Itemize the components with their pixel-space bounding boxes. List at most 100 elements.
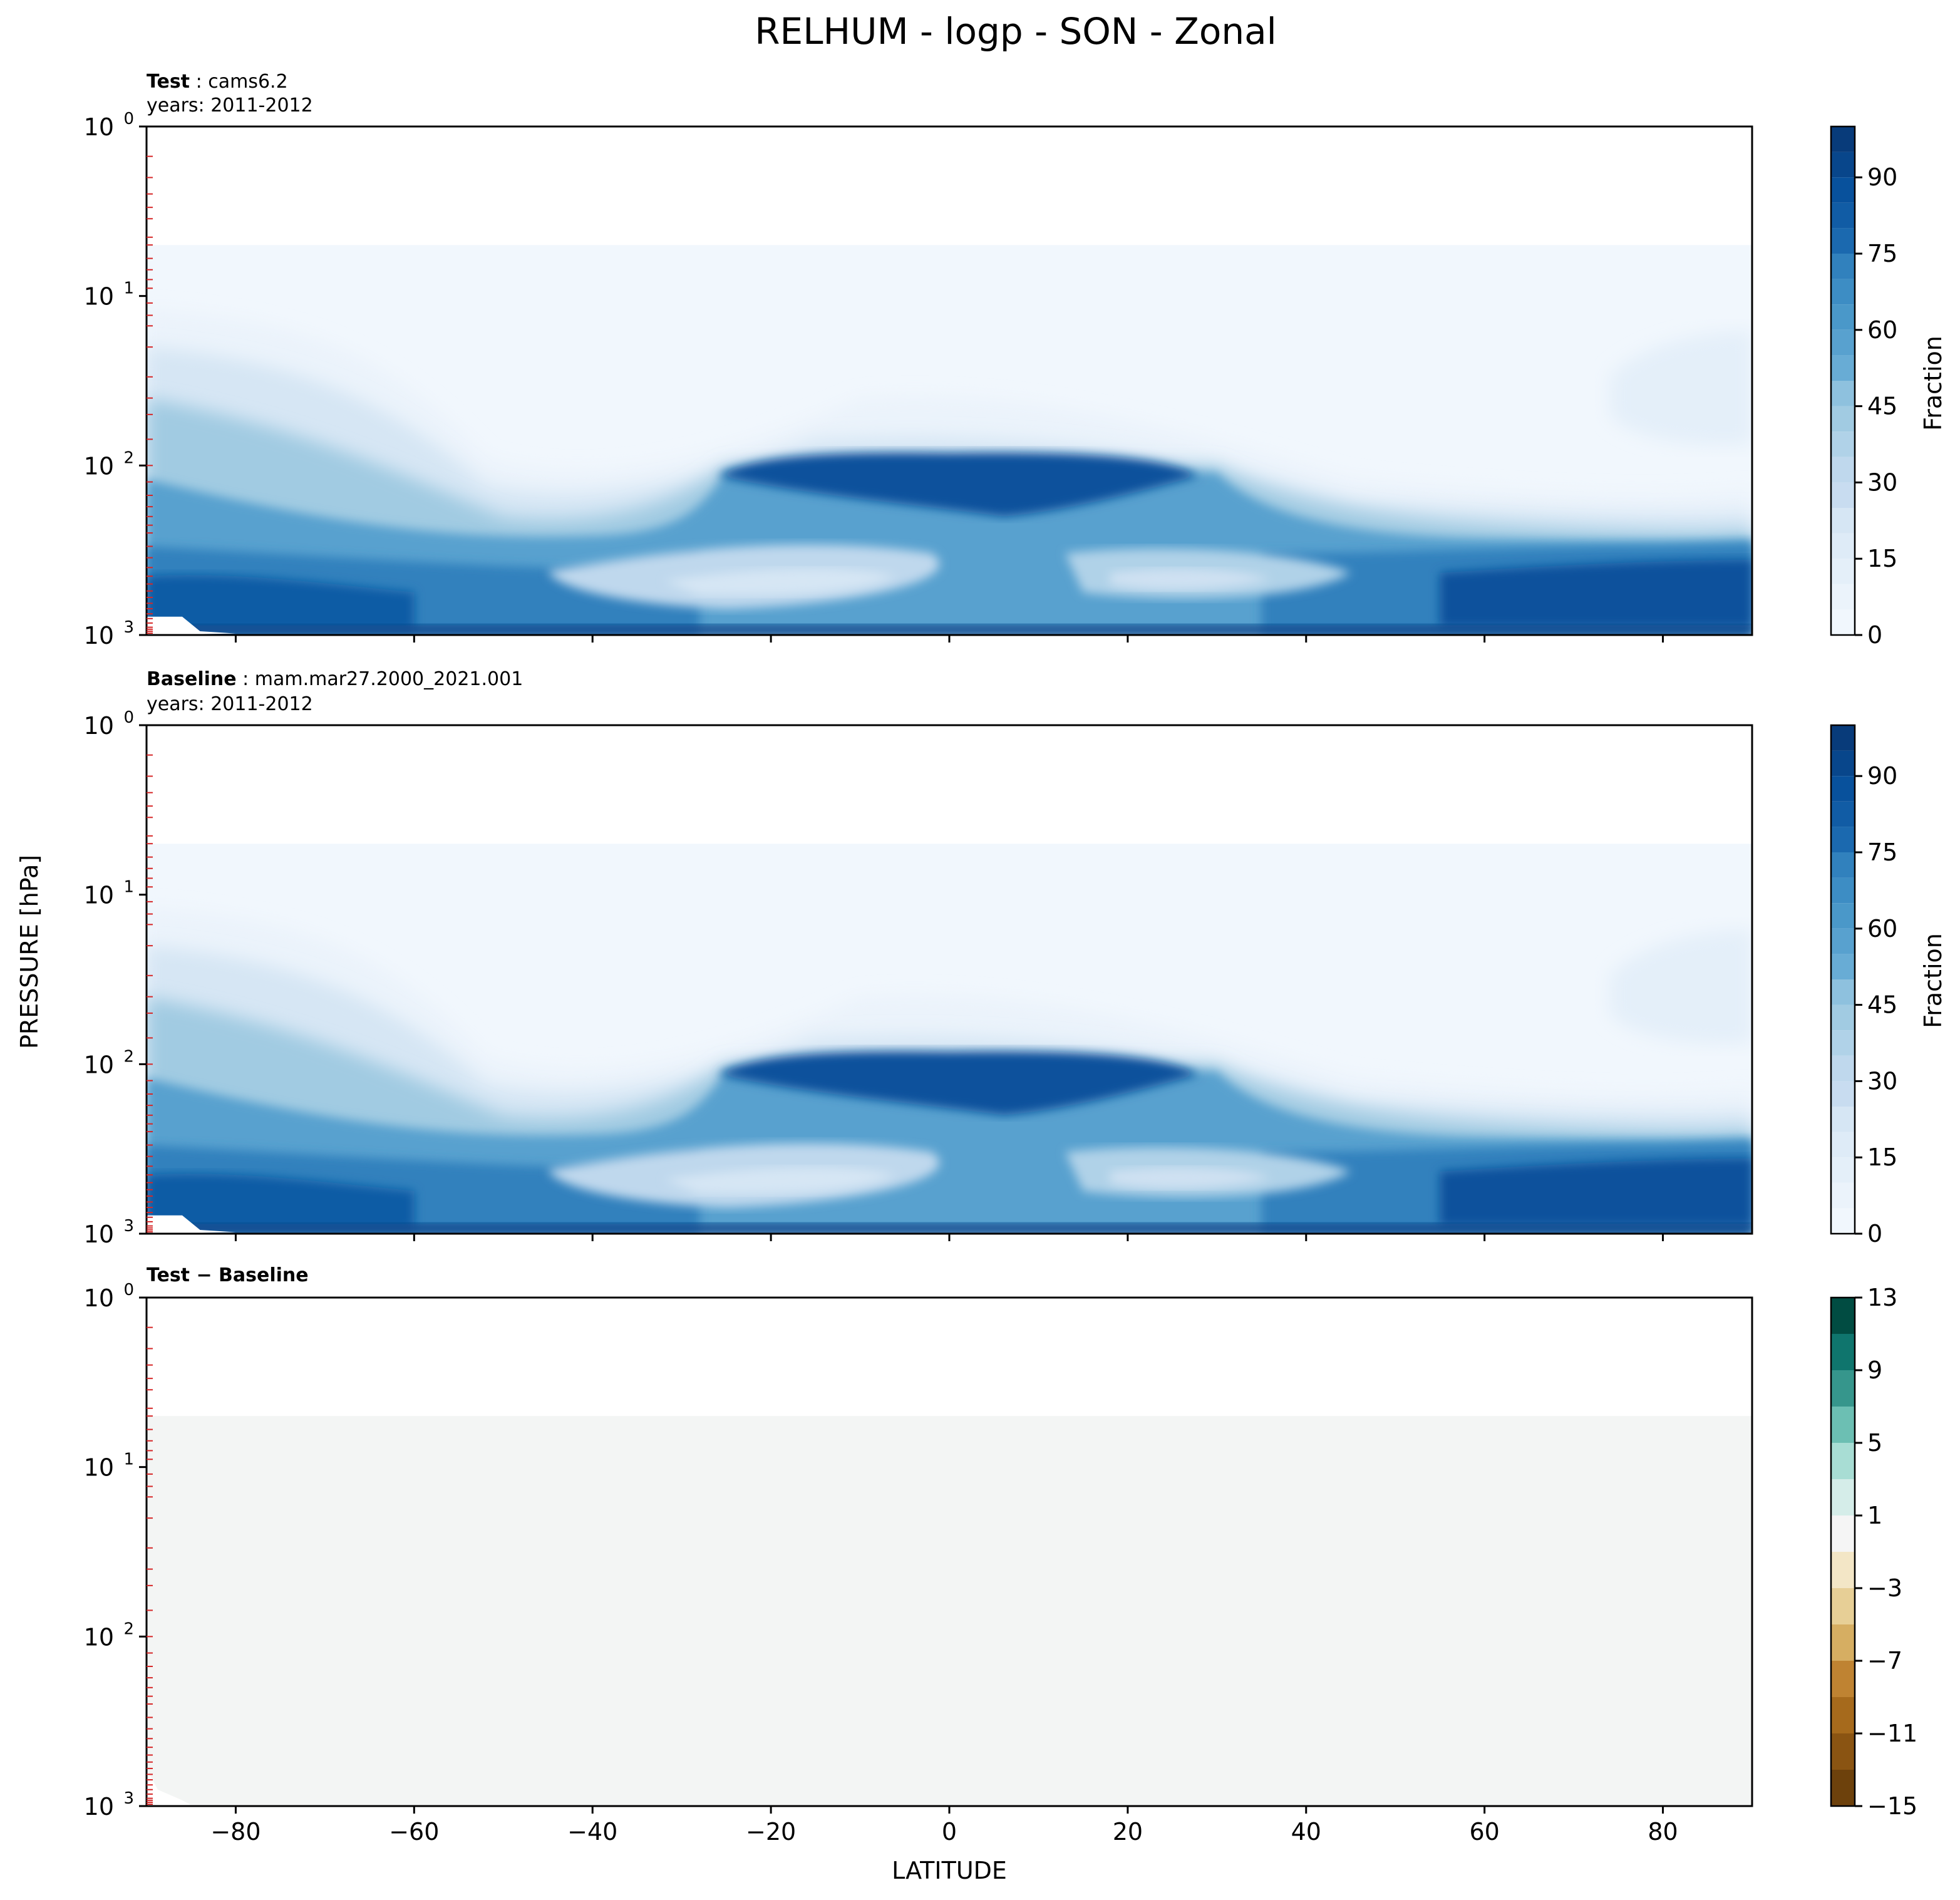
contour-level [147,624,1752,635]
contour-level [1110,569,1271,590]
colorbar-segment [1831,1055,1855,1082]
y-tick-label: 10 [84,283,114,311]
colorbar-segment [1831,508,1855,534]
colorbar-segment [1831,750,1855,777]
contour-level [717,452,1199,517]
colorbar-segment [1831,877,1855,904]
y-tick-label: 10 [84,1284,114,1312]
colorbar-label: Fraction [1919,933,1947,1028]
panel-years: years: 2011-2012 [147,693,313,715]
y-tick-label: 10 [84,1454,114,1482]
y-tick-exponent: 2 [123,1047,134,1066]
y-tick-label: 10 [84,113,114,141]
colorbar-segment [1831,1370,1855,1407]
colorbar-segment [1831,1443,1855,1479]
topography-mask [147,616,236,635]
y-tick-label: 10 [84,1221,114,1248]
x-tick-label: 20 [1113,1818,1143,1846]
x-axis-label: LATITUDE [892,1857,1007,1884]
colorbar-segment [1831,1588,1855,1624]
colorbar-segment [1831,1081,1855,1107]
y-tick-exponent: 1 [123,878,134,897]
colorbar-segment [1831,1004,1855,1031]
colorbar-segment [1831,928,1855,954]
contour-level [1440,559,1752,627]
topography-mask [147,1215,236,1234]
y-axis: 10 0 10 1 10 2 10 3 [84,1281,153,1820]
y-tick-label: 10 [84,1623,114,1651]
contour-level [1440,1158,1752,1226]
colorbar-segment [1831,1479,1855,1515]
y-tick-exponent: 3 [123,1217,134,1236]
difference-field [147,1416,1752,1806]
panel-label-name: cams6.2 [208,71,287,93]
colorbar-segment [1831,381,1855,406]
colorbar-segment [1831,431,1855,457]
x-tick-label: −20 [746,1818,796,1846]
colorbar-segment [1831,1407,1855,1443]
colorbar-label: Fraction [1919,336,1947,431]
colorbar-segment [1831,1132,1855,1158]
contour-field [147,126,1752,635]
panel-baseline: Baseline : mam.mar27.2000_2021.001 years… [84,668,1947,1248]
panel-years: years: 2011-2012 [147,95,313,116]
y-tick-label: 10 [84,452,114,480]
colorbar-tick-label: 75 [1867,240,1897,267]
colorbar-segment [1831,776,1855,802]
colorbar-segment [1831,482,1855,508]
y-tick-exponent: 0 [123,1281,134,1299]
colorbar-segment [1831,1030,1855,1056]
colorbar-segment [1831,355,1855,381]
colorbar: 0 15 30 45 60 75 90 [1830,125,1897,649]
colorbar-tick-label: 90 [1867,762,1897,790]
colorbar-tick-label: 30 [1867,1067,1897,1095]
colorbar-tick-label: 75 [1867,839,1897,866]
panel-label-bold: Baseline [147,668,237,690]
y-tick-label: 10 [84,1051,114,1078]
y-tick-exponent: 2 [123,448,134,467]
colorbar-segment [1831,533,1855,559]
panel-label: Test : cams6.2 [147,71,288,93]
y-axis: 10 0 10 1 10 2 10 3 [84,110,153,649]
contour-level [147,575,415,631]
no-data-region [147,725,1752,844]
colorbar-segment [1831,304,1855,330]
y-axis: 10 0 10 1 10 2 10 3 [84,708,153,1248]
x-tick-label: 80 [1648,1818,1678,1846]
contour-level [1609,330,1752,446]
colorbar-tick-label: 0 [1867,1220,1882,1247]
colorbar-segment [1831,584,1855,610]
colorbar-segment [1831,725,1855,751]
contour-level [717,1051,1199,1115]
colorbar-segment [1831,1624,1855,1661]
colorbar-tick-label: 13 [1867,1284,1897,1311]
colorbar-frame [1830,125,1856,636]
x-axis-ticks: −80 −60 −40 −20 0 20 40 60 80 [210,1806,1678,1846]
colorbar-tick-label: 45 [1867,991,1897,1019]
y-tick-exponent: 2 [123,1619,134,1638]
contour-level [664,1167,896,1194]
colorbar-tick-label: 90 [1867,163,1897,191]
colorbar-segment [1831,1661,1855,1697]
colorbar-segment [1831,457,1855,483]
y-tick-exponent: 3 [123,618,134,637]
colorbar-segment [1831,1552,1855,1588]
colorbar-segment [1831,228,1855,254]
colorbar-segment [1831,979,1855,1005]
colorbar-segment [1831,1157,1855,1183]
colorbar-frame [1830,724,1856,1235]
contour-level [147,1223,1752,1234]
x-tick-label: 40 [1291,1818,1321,1846]
x-tick-label: −60 [389,1818,439,1846]
y-tick-exponent: 0 [123,708,134,727]
colorbar-tick-label: 60 [1867,915,1897,942]
colorbar-segment [1831,1334,1855,1370]
colorbar-segment [1831,279,1855,305]
y-tick-exponent: 1 [123,1450,134,1469]
figure-title: RELHUM - logp - SON - Zonal [755,10,1277,53]
colorbar-tick-label: 15 [1867,1144,1897,1171]
colorbar-segment [1831,1515,1855,1552]
colorbar-segment [1831,1298,1855,1334]
